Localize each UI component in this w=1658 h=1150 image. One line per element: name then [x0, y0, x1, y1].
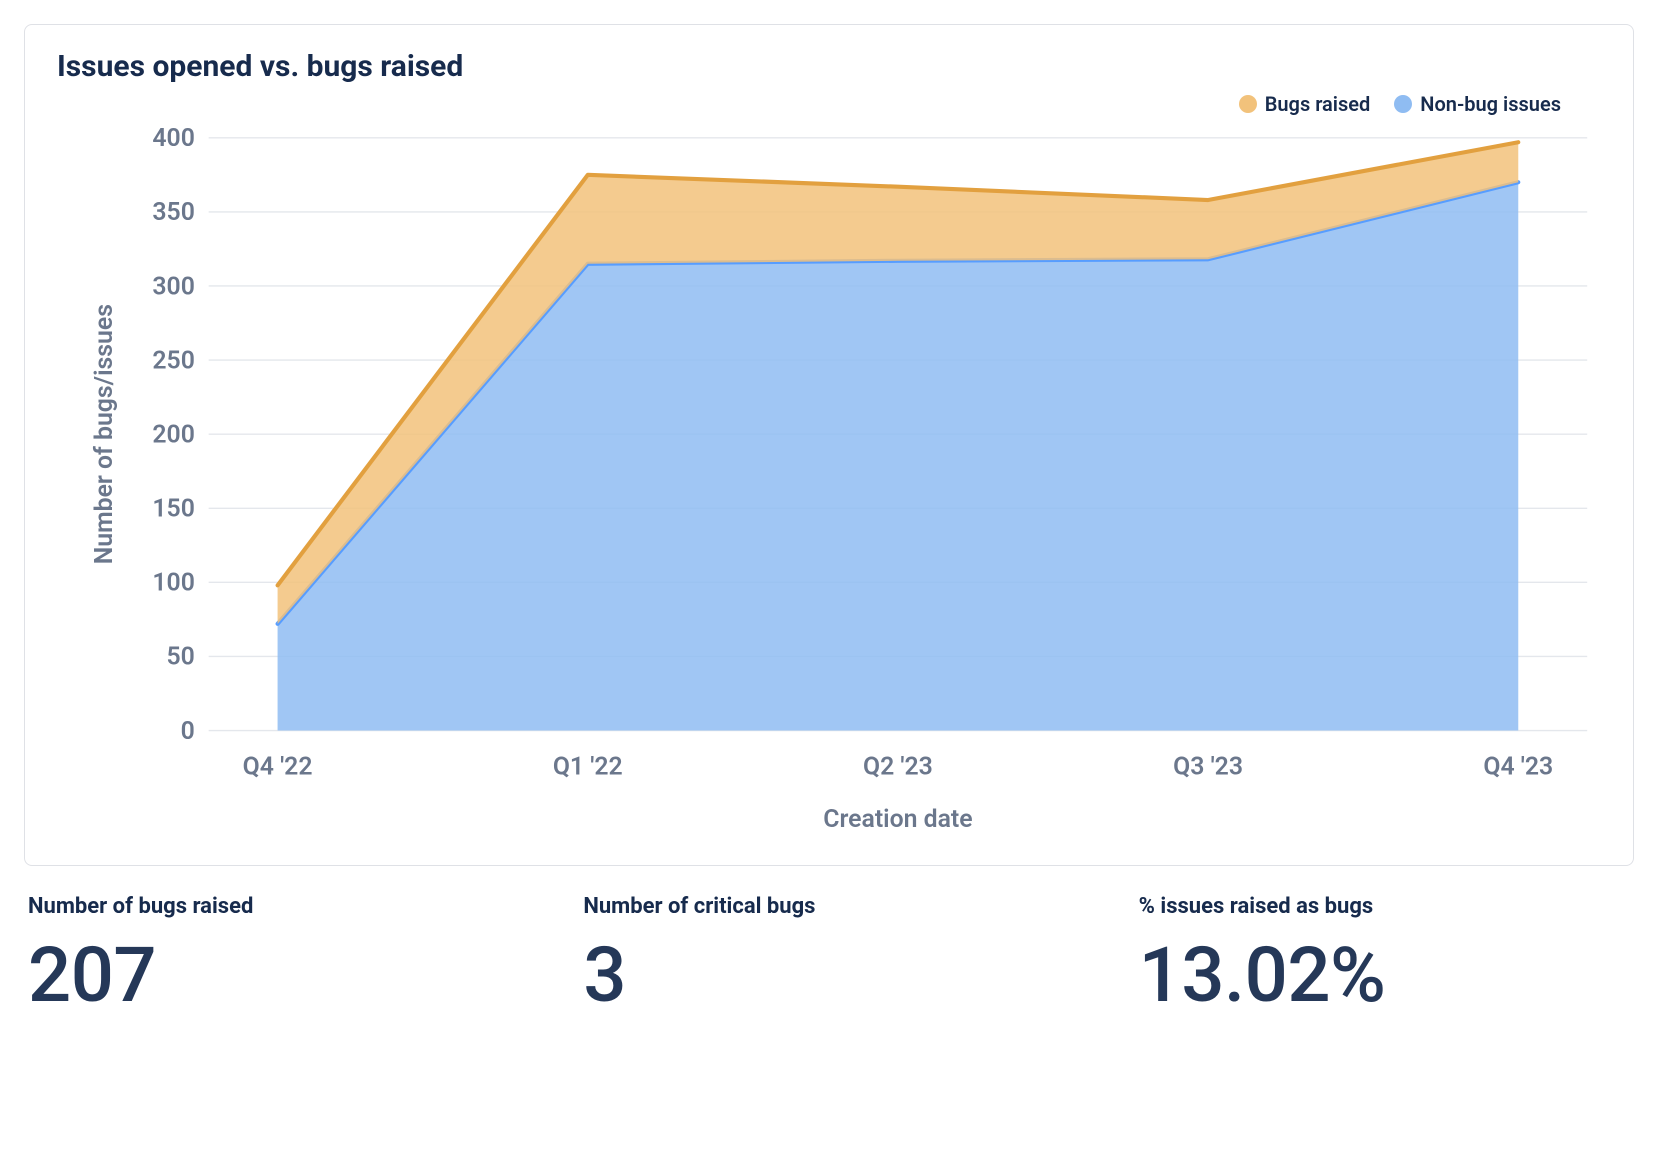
svg-text:Q4 '23: Q4 '23 [1483, 753, 1553, 782]
svg-text:50: 50 [167, 643, 195, 672]
svg-text:300: 300 [152, 272, 195, 301]
svg-text:Creation date: Creation date [823, 805, 972, 834]
svg-text:400: 400 [152, 124, 195, 153]
svg-text:100: 100 [152, 569, 195, 598]
metric: Number of critical bugs 3 [583, 894, 1078, 1013]
chart-legend: Bugs raised Non-bug issues [57, 92, 1601, 116]
legend-label: Bugs raised [1265, 92, 1371, 116]
legend-dot-icon [1239, 95, 1257, 113]
svg-text:Q2 '23: Q2 '23 [863, 753, 933, 782]
metric: % issues raised as bugs 13.02% [1139, 894, 1634, 1013]
svg-text:Number of bugs/issues: Number of bugs/issues [90, 304, 119, 564]
legend-item: Non-bug issues [1394, 92, 1561, 116]
metric-value: 3 [583, 937, 1078, 1013]
metric-value: 13.02% [1139, 937, 1634, 1013]
area-chart: 0 50 100 150 200 250 300 350 400 Q4 '22 Q1 '22 Q2 '… [57, 124, 1601, 841]
metric-label: Number of bugs raised [28, 894, 523, 919]
svg-text:350: 350 [152, 198, 195, 227]
legend-item: Bugs raised [1239, 92, 1371, 116]
svg-text:Q4 '22: Q4 '22 [243, 753, 313, 782]
svg-text:200: 200 [152, 420, 195, 449]
metric-label: Number of critical bugs [583, 894, 1078, 919]
metric: Number of bugs raised 207 [28, 894, 523, 1013]
legend-label: Non-bug issues [1420, 92, 1561, 116]
metrics-row: Number of bugs raised 207 Number of critic… [24, 894, 1634, 1013]
metric-label: % issues raised as bugs [1139, 894, 1634, 919]
svg-text:0: 0 [181, 717, 195, 746]
chart-card: Issues opened vs. bugs raised Bugs raise… [24, 24, 1634, 866]
legend-dot-icon [1394, 95, 1412, 113]
metric-value: 207 [28, 937, 523, 1013]
chart-title: Issues opened vs. bugs raised [57, 49, 1601, 84]
svg-text:Q1 '22: Q1 '22 [553, 753, 623, 782]
svg-text:150: 150 [152, 495, 195, 524]
svg-text:250: 250 [152, 346, 195, 375]
chart-svg: 0 50 100 150 200 250 300 350 400 Q4 '22 Q1 '22 Q2 '… [57, 124, 1601, 841]
svg-text:Q3 '23: Q3 '23 [1173, 753, 1243, 782]
